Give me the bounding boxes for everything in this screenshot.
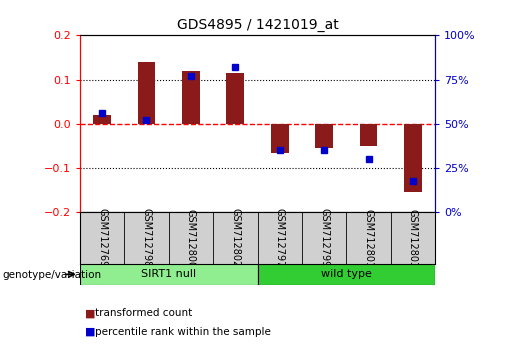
Text: GSM712798: GSM712798 (142, 209, 151, 268)
Bar (138, 62, 156, 124)
Text: GSM712799: GSM712799 (319, 209, 329, 268)
Text: GSM712801: GSM712801 (364, 209, 373, 268)
Bar (359, 124, 377, 146)
Text: GSM712802: GSM712802 (230, 209, 241, 268)
Text: ■: ■ (85, 308, 95, 318)
Bar (404, 124, 422, 193)
Text: ■: ■ (85, 327, 95, 337)
Bar (271, 124, 288, 153)
Text: percentile rank within the sample: percentile rank within the sample (95, 327, 271, 337)
Title: GDS4895 / 1421019_at: GDS4895 / 1421019_at (177, 18, 338, 32)
Text: GSM712803: GSM712803 (408, 209, 418, 268)
Text: genotype/variation: genotype/variation (3, 270, 101, 280)
Bar (227, 73, 244, 124)
Text: transformed count: transformed count (95, 308, 193, 318)
Text: GSM712800: GSM712800 (186, 209, 196, 268)
Bar (93, 115, 111, 124)
Text: wild type: wild type (321, 269, 372, 279)
Text: GSM712797: GSM712797 (274, 209, 285, 268)
Bar (258, 264, 435, 285)
Bar (315, 124, 333, 148)
Bar (80, 264, 258, 285)
Text: GSM712769: GSM712769 (97, 209, 107, 268)
Bar (182, 71, 200, 124)
Text: SIRT1 null: SIRT1 null (141, 269, 196, 279)
